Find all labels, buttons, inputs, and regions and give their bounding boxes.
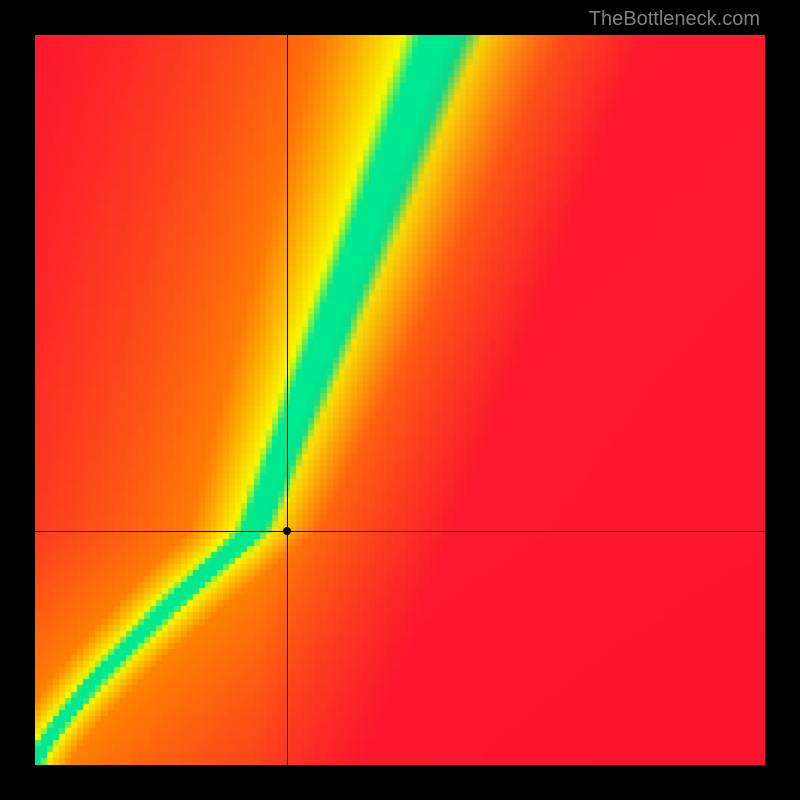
crosshair-point — [283, 527, 291, 535]
watermark-text: TheBottleneck.com — [589, 8, 760, 31]
heatmap-canvas — [35, 35, 765, 765]
crosshair-vertical — [287, 35, 288, 765]
heatmap-plot — [35, 35, 765, 765]
crosshair-horizontal — [35, 531, 765, 532]
